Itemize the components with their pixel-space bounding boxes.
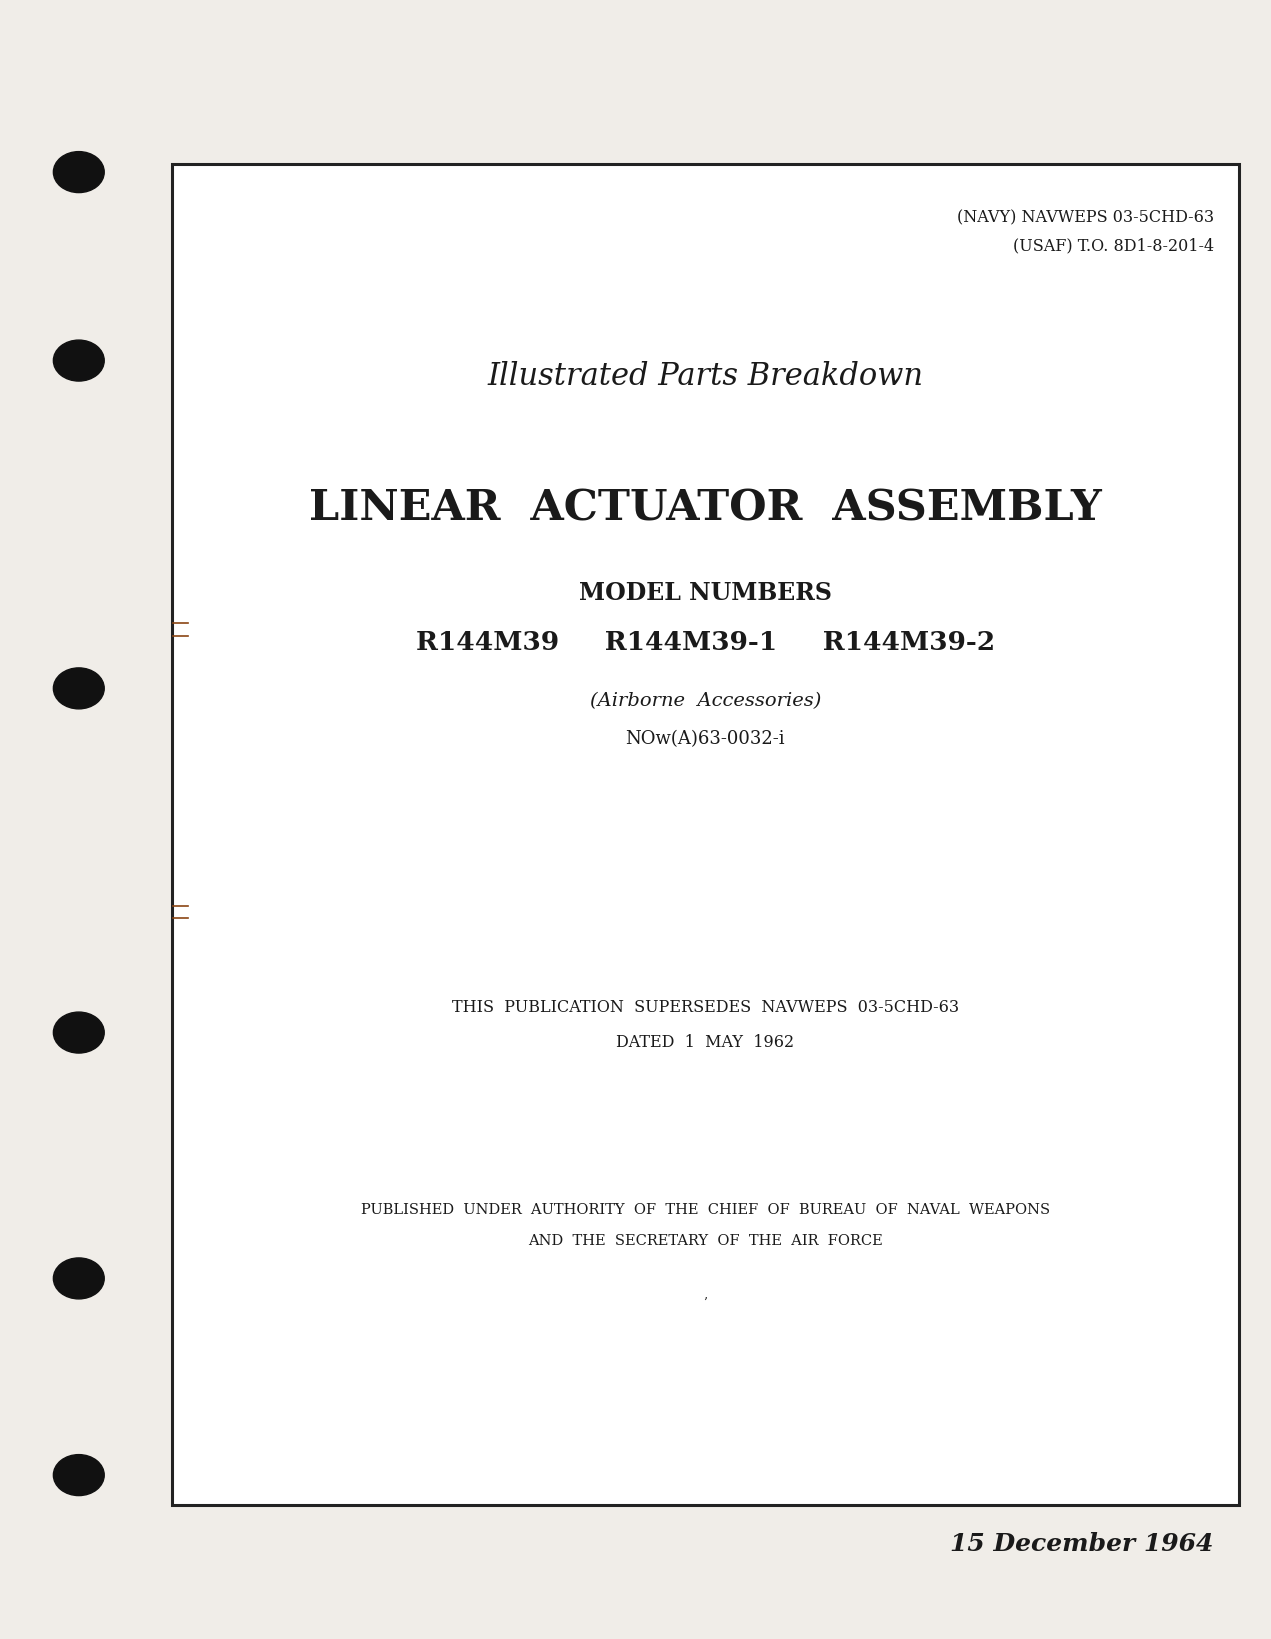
Text: THIS  PUBLICATION  SUPERSEDES  NAVWEPS  03-5CHD-63: THIS PUBLICATION SUPERSEDES NAVWEPS 03-5… [452, 1000, 958, 1016]
Text: MODEL NUMBERS: MODEL NUMBERS [580, 582, 831, 605]
Text: DATED  1  MAY  1962: DATED 1 MAY 1962 [616, 1034, 794, 1051]
Text: LINEAR  ACTUATOR  ASSEMBLY: LINEAR ACTUATOR ASSEMBLY [309, 487, 1102, 529]
Text: (USAF) T.O. 8D1-8-201-4: (USAF) T.O. 8D1-8-201-4 [1013, 238, 1214, 254]
Ellipse shape [53, 152, 104, 193]
Ellipse shape [53, 1259, 104, 1298]
Ellipse shape [53, 1455, 104, 1495]
Ellipse shape [53, 1013, 104, 1054]
Text: (NAVY) NAVWEPS 03-5CHD-63: (NAVY) NAVWEPS 03-5CHD-63 [957, 210, 1214, 226]
Text: R144M39     R144M39-1     R144M39-2: R144M39 R144M39-1 R144M39-2 [416, 629, 995, 656]
Text: 15 December 1964: 15 December 1964 [951, 1532, 1214, 1555]
Text: Illustrated Parts Breakdown: Illustrated Parts Breakdown [487, 362, 924, 392]
Ellipse shape [53, 669, 104, 710]
Text: ’: ’ [703, 1296, 708, 1310]
FancyBboxPatch shape [172, 164, 1239, 1505]
Text: PUBLISHED  UNDER  AUTHORITY  OF  THE  CHIEF  OF  BUREAU  OF  NAVAL  WEAPONS: PUBLISHED UNDER AUTHORITY OF THE CHIEF O… [361, 1203, 1050, 1216]
Text: (Airborne  Accessories): (Airborne Accessories) [590, 693, 821, 710]
Text: AND  THE  SECRETARY  OF  THE  AIR  FORCE: AND THE SECRETARY OF THE AIR FORCE [527, 1234, 883, 1247]
Text: NOw(A)63-0032-i: NOw(A)63-0032-i [625, 731, 785, 747]
Ellipse shape [53, 341, 104, 380]
